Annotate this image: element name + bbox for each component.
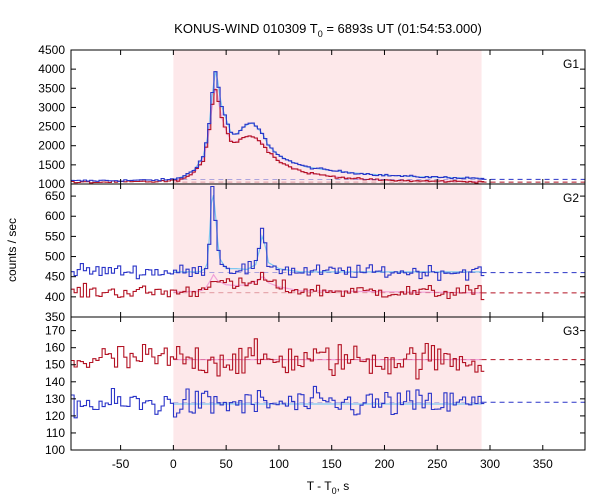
- y-tick-label: 1500: [38, 158, 65, 172]
- y-tick-label: 600: [45, 209, 65, 223]
- y-tick-label: 4500: [38, 43, 65, 57]
- y-tick-label: 120: [45, 409, 65, 423]
- burst-interval-highlight: [173, 184, 482, 317]
- y-tick-label: 160: [45, 341, 65, 355]
- x-tick-label: -50: [112, 457, 130, 471]
- x-tick-label: 150: [322, 457, 342, 471]
- y-tick-label: 110: [46, 426, 65, 440]
- y-tick-label: 4000: [38, 62, 65, 76]
- y-tick-label: 500: [45, 250, 65, 264]
- panel-g1: 1000 1500 2000 2500 3000 3500 4000 4500 G1: [38, 43, 586, 191]
- y-tick-label: 550: [45, 229, 65, 243]
- y-tick-label: 3500: [38, 81, 65, 95]
- count-rate-blue-series: [71, 385, 485, 419]
- y-tick-label: 400: [45, 290, 65, 304]
- x-tick-label: 200: [374, 457, 394, 471]
- chart-title: KONUS-WIND 010309 T0 = 6893s UT (01:54:5…: [174, 21, 482, 39]
- x-tick-label: 50: [219, 457, 233, 471]
- count-rate-blue-series: [71, 185, 485, 281]
- x-tick-label: 350: [533, 457, 553, 471]
- burst-interval-highlight: [173, 50, 482, 184]
- y-tick-label: 130: [45, 392, 65, 406]
- y-tick-label: 1000: [38, 177, 65, 191]
- y-tick-label: 2000: [38, 139, 65, 153]
- count-rate-red-series: [71, 338, 485, 380]
- panel-g2: 350 400 450 500 550 600 650 G2: [45, 183, 586, 324]
- x-tick-label: 300: [480, 457, 500, 471]
- y-tick-label: 140: [45, 375, 65, 389]
- x-tick-label: 0: [170, 457, 177, 471]
- y-tick-label: 3000: [38, 100, 65, 114]
- y-tick-label: 2500: [38, 120, 65, 134]
- panel-label: G3: [563, 324, 579, 338]
- model-curve-pink: [173, 273, 482, 294]
- panel-label: G1: [563, 57, 579, 71]
- panel-label: G2: [563, 191, 579, 205]
- count-rate-blue-series: [71, 71, 485, 182]
- y-tick-label: 170: [45, 324, 65, 338]
- x-axis-label: T - T0, s: [307, 479, 350, 496]
- burst-interval-highlight: [173, 317, 482, 450]
- x-tick-label: 250: [427, 457, 447, 471]
- panel-g3: 100 110 120 130 140 150 160 170 G3: [45, 316, 586, 457]
- y-tick-label: 650: [45, 189, 65, 203]
- y-tick-label: 350: [45, 310, 65, 324]
- count-rate-red-series: [71, 89, 485, 184]
- y-tick-label: 100: [45, 443, 65, 457]
- y-axis-label: counts / sec: [5, 218, 19, 282]
- plot-area: 10001500200025003000350040004500G1350400…: [38, 43, 586, 471]
- y-tick-label: 150: [45, 358, 65, 372]
- panel-frame: [70, 316, 586, 451]
- y-tick-label: 450: [45, 270, 65, 284]
- x-tick-label: 100: [269, 457, 289, 471]
- count-rate-red-series: [71, 271, 485, 301]
